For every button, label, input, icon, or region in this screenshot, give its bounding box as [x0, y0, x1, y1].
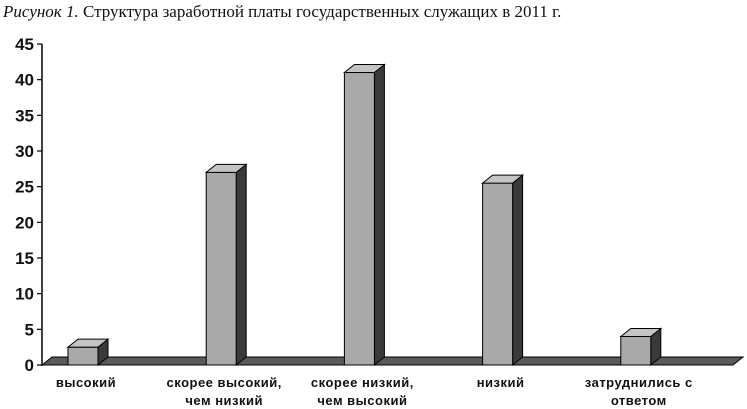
bar-front	[620, 335, 652, 366]
bar-top	[204, 163, 248, 173]
category-label: низкий	[477, 375, 525, 390]
bar-top	[342, 64, 386, 74]
figure-label: Рисунок 1.	[3, 2, 79, 21]
bar-side	[373, 63, 385, 367]
category-label-line: скорее низкий,	[311, 375, 414, 390]
y-tick-label: 30	[15, 142, 34, 161]
category-label-line: чем высокий	[317, 393, 407, 408]
bar	[619, 327, 663, 367]
category-label-line: чем низкий	[185, 393, 263, 408]
y-tick-label: 20	[15, 213, 34, 232]
bar	[204, 163, 248, 367]
bar	[481, 174, 525, 367]
y-tick-label: 25	[15, 178, 34, 197]
y-axis: 0 5 10 15 20 25 30 35 40 45	[15, 35, 43, 375]
figure-caption: Рисунок 1. Структура заработной платы го…	[3, 2, 743, 22]
bar-front	[343, 72, 375, 366]
y-tick-label: 10	[15, 285, 34, 304]
figure-title: Структура заработной платы государственн…	[83, 2, 562, 21]
bars-layer	[66, 63, 663, 367]
y-tick-label: 0	[25, 356, 34, 375]
category-label-line: скорее высокий,	[167, 375, 282, 390]
category-labels: высокий скорее высокий, чем низкий скорее н…	[56, 375, 693, 408]
category-label-line: высокий	[56, 375, 116, 390]
y-tick-label: 35	[15, 106, 34, 125]
category-label-line: низкий	[477, 375, 525, 390]
bar-front	[482, 182, 514, 366]
bar-top	[481, 174, 525, 184]
y-tick-label: 15	[15, 249, 34, 268]
y-tick-label: 5	[25, 320, 34, 339]
bar-front	[67, 346, 99, 366]
category-label: скорее низкий, чем высокий	[311, 375, 414, 408]
category-label: затруднились с ответом	[585, 375, 693, 408]
category-label: высокий	[56, 375, 116, 390]
category-label: скорее высокий, чем низкий	[167, 375, 282, 408]
bar-top	[66, 338, 110, 348]
y-tick-label: 45	[15, 35, 34, 54]
bar-top	[619, 327, 663, 337]
y-tick-label: 40	[15, 71, 34, 90]
bar-side	[512, 174, 524, 367]
bar	[66, 338, 110, 367]
bar-side	[235, 163, 247, 367]
bar	[342, 63, 386, 367]
category-label-line: ответом	[611, 393, 667, 408]
bar-front	[205, 171, 237, 366]
category-label-line: затруднились с	[585, 375, 693, 390]
